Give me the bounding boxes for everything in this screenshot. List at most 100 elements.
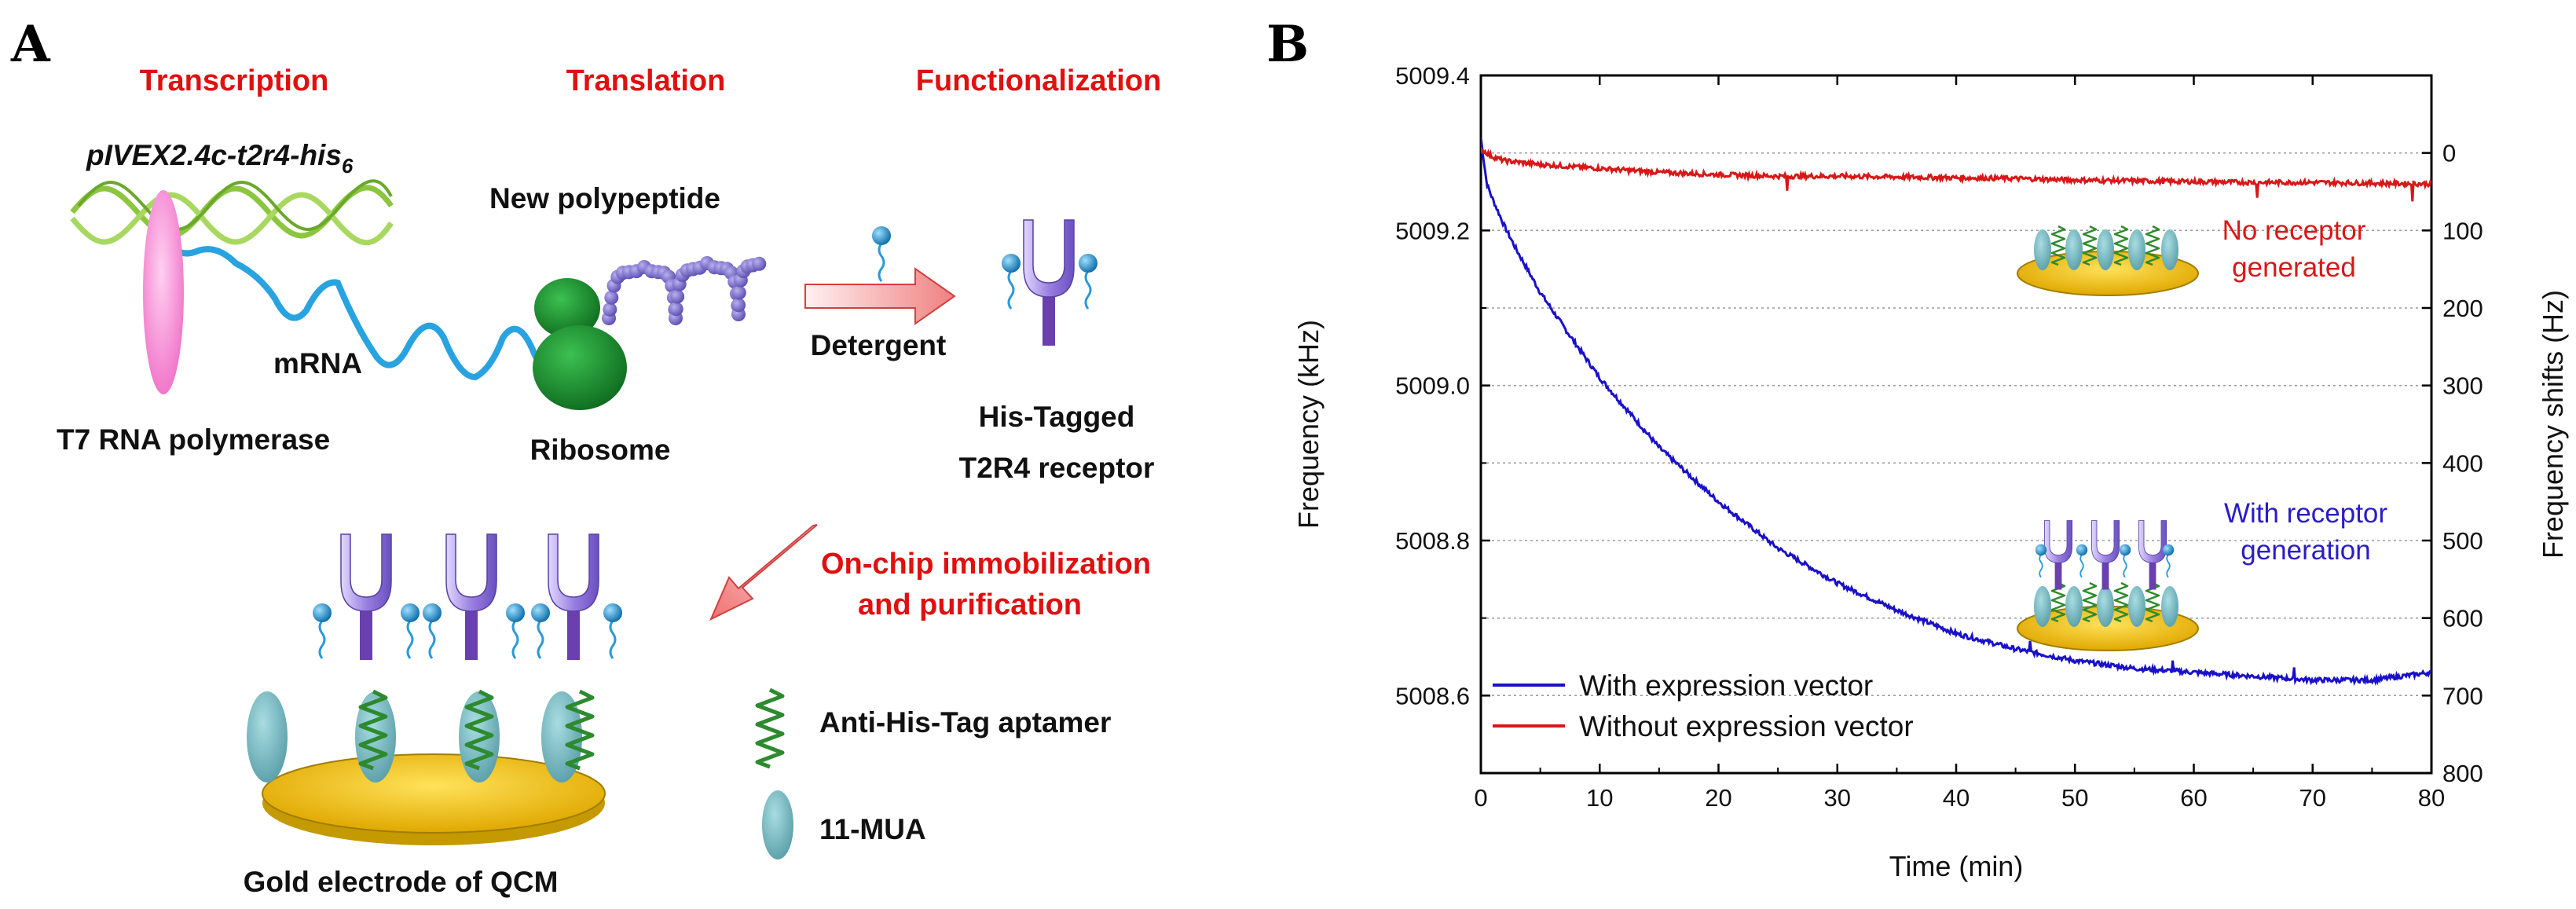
series-line [1481,137,2431,687]
y-right-tick-label: 700 [2442,682,2483,709]
anno-no-receptor-line1: No receptor [2222,215,2366,246]
y-tick-label: 5008.6 [1395,682,1470,709]
immobilization-line1: On-chip immobilization [821,548,1151,581]
receptor-on-chip-icon [445,533,497,661]
y-right-tick-label: 300 [2442,372,2483,400]
detergent-label: Detergent [811,329,947,361]
inset-ligand-icon [2034,543,2048,578]
mua-molecule-icon [355,691,396,783]
inset-ligand-icon [2118,543,2132,578]
arrow-diagonal-icon [709,524,818,621]
ligand-on-chip-icon [602,602,624,660]
chart-grid [1481,152,2431,697]
legend-mua-label: 11-MUA [819,813,926,845]
ligand-on-chip-icon [504,602,526,660]
y-tick-label: 5009.0 [1395,372,1470,400]
polypeptide-bead [752,256,767,271]
title-translation: Translation [566,64,726,97]
polypeptide-icon [602,256,767,325]
title-functionalization: Functionalization [916,64,1161,97]
y-right-tick-label: 200 [2442,295,2483,322]
ribosome-icon [533,278,627,410]
dna-helix-icon [70,179,394,246]
ribosome-label: Ribosome [530,434,671,466]
mua-molecule-icon [541,691,582,783]
panel-a-letter: A [10,15,51,74]
x-axis-title: Time (min) [1889,850,2024,882]
y-right-tick-label: 0 [2442,140,2456,167]
y-tick-label: 5008.8 [1395,527,1470,555]
y-axis-title: Frequency (kHz) [1292,320,1325,529]
inset-ligand-icon [2075,543,2089,578]
anno-with-receptor-line1: With receptor [2224,498,2387,529]
detergent-ligand-icon [870,225,892,283]
y-right-tick-label: 800 [2442,760,2483,787]
mua-molecule-icon [247,691,288,783]
inset-mua-icon [2034,586,2051,627]
receptor-on-chip-icon [548,533,599,661]
y-right-tick-label: 600 [2442,605,2483,632]
vector-label: pIVEX2.4c-t2r4-his6 [86,139,354,178]
title-transcription: Transcription [140,64,329,97]
polypeptide-bead [670,289,685,304]
y-right-tick-label: 400 [2442,449,2483,477]
mua-molecule-icon [459,691,500,783]
inset-mua-icon [2161,586,2178,627]
mrna-label: mRNA [273,347,362,379]
receptor-icon [1023,219,1075,346]
legend-label-with-vector: With expression vector [1579,669,1873,702]
inset-mua-icon [2034,229,2051,270]
polypeptide-bead [603,302,617,317]
inset-with-receptor-assembly [2034,520,2178,627]
y-tick-label: 5009.2 [1395,217,1470,244]
inset-mua-icon [2097,229,2114,270]
x-tick-label: 10 [1586,784,1613,812]
inset-receptor-icon [2043,520,2073,590]
chart-series [1481,137,2431,687]
x-tick-label: 0 [1474,784,1487,812]
x-tick-label: 70 [2299,784,2326,812]
receptor-label-line1: His-Tagged [979,401,1135,433]
inset-no-receptor-assembly [2034,225,2178,270]
inset-mua-icon [2065,586,2083,627]
electrode-assembly [247,533,624,783]
polypeptide-bead [604,290,619,305]
y-right-tick-label: 500 [2442,527,2483,555]
polypeptide-bead [731,285,746,300]
inset-mua-icon [2128,229,2145,270]
inset-receptor-icon [2090,520,2120,590]
y-tick-label: 5009.4 [1395,62,1470,90]
inset-receptor-icon [2138,520,2167,590]
polypeptide-label: New polypeptide [489,182,720,214]
receptor-ligand-right-icon [1077,252,1099,310]
y-right-axis-title: Frequency shifts (Hz) [2537,290,2569,559]
inset-mua-icon [2128,586,2145,627]
receptor-ligand-left-icon [1000,252,1022,310]
receptor-label-line2: T2R4 receptor [959,452,1155,484]
series-line [1481,147,2431,202]
chart-ticks: 0 10 20 30 40 50 60 70 80 5008.6 5008.8 5009.0 5009.… [1395,62,2483,812]
panel-b: B 0 10 20 30 40 50 60 70 80 5008.6 5008.8 5009.0 500… [1266,15,2569,882]
legend-aptamer-label: Anti-His-Tag aptamer [819,706,1111,739]
legend-mua-icon [762,790,793,860]
polypeptide-bead [731,298,746,313]
ligand-on-chip-icon [421,602,443,660]
x-tick-label: 20 [1705,784,1731,812]
polypeptide-bead [669,302,683,317]
x-tick-label: 50 [2061,784,2088,812]
x-tick-label: 30 [1824,784,1851,812]
anno-no-receptor-line2: generated [2232,252,2356,283]
inset-ligand-icon [2161,543,2175,578]
polymerase-icon [143,190,184,394]
electrode-label: Gold electrode of QCM [244,866,559,898]
chart-legend: With expression vector Without expressio… [1493,669,1914,742]
inset-mua-icon [2161,229,2178,270]
ligand-on-chip-icon [529,602,551,660]
inset-mua-icon [2097,586,2114,627]
ligand-on-chip-icon [311,602,333,660]
ligand-on-chip-icon [399,602,421,660]
gold-electrode-icon [262,753,606,845]
y-right-tick-label: 100 [2442,217,2483,244]
